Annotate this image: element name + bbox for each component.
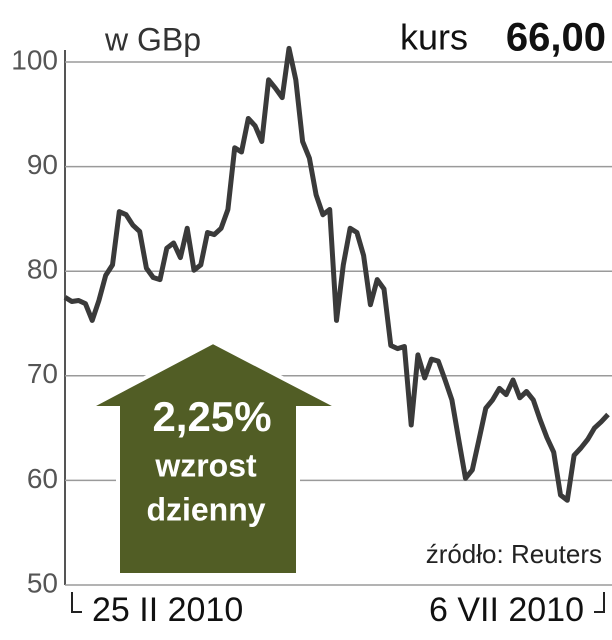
y-tick-label: 90 [27,149,58,180]
source: źródło: Reuters [426,539,602,569]
y-tick-label: 50 [27,567,58,598]
x-tick-label: 6 VII 2010 [429,591,584,629]
price: 66,00 [506,16,606,60]
y-tick-label: 100 [11,44,58,75]
price-label: kurs [400,17,468,58]
y-tick-label: 80 [27,254,58,285]
plot: 50 60 70 80 90 100 25 II 2010 6 VII 2010 [11,44,612,629]
arrow [87,339,341,577]
unit-title: w GBp [104,21,201,57]
y-tick-label: 70 [27,358,58,389]
change: 2,25% [152,393,271,440]
change-line2: dzienny [146,491,265,527]
price-line [63,45,610,503]
x-tick-label: 25 II 2010 [92,591,243,629]
change-line1: wzrost [154,447,257,483]
y-tick-label: 60 [27,463,58,494]
date-bracket [71,592,605,613]
